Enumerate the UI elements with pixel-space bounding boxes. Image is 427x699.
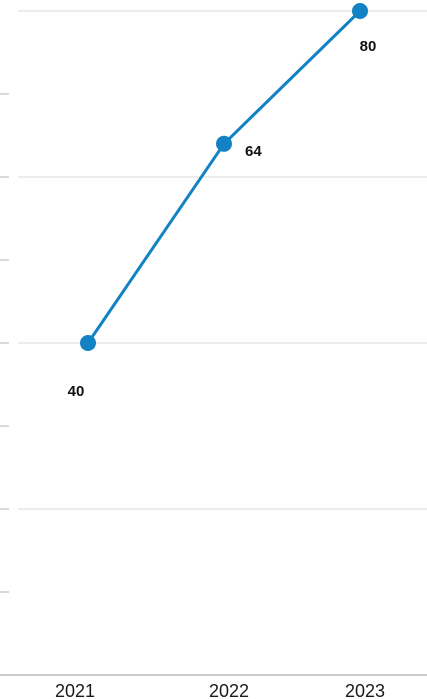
data-point-2022 [216,135,232,152]
gridlines [18,10,427,510]
data-point-2023 [352,3,368,19]
data-point-2021 [80,335,96,351]
data-label-2021: 40 [68,383,85,400]
y-axis-tick-marks [0,93,9,593]
data-labels: 40 64 80 [68,38,377,400]
data-label-2022: 64 [245,143,262,160]
x-tick-label-2022: 2022 [209,681,249,699]
data-points [80,3,368,351]
x-tick-label-2023: 2023 [345,681,385,699]
data-label-2023: 80 [360,38,377,55]
x-axis-tick-labels: 2021 2022 2023 [55,681,385,699]
x-tick-label-2021: 2021 [55,681,95,699]
